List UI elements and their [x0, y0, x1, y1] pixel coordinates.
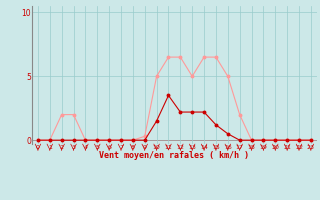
X-axis label: Vent moyen/en rafales ( km/h ): Vent moyen/en rafales ( km/h ) [100, 151, 249, 160]
